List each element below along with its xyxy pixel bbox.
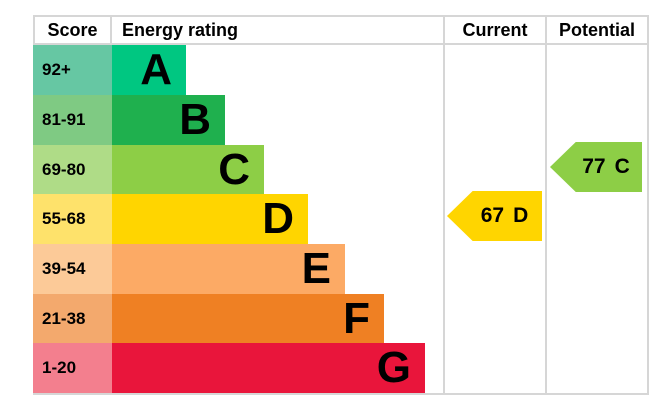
column-divider-current	[443, 45, 445, 393]
table-bottom-border	[33, 393, 649, 395]
header-potential: Potential	[545, 15, 649, 45]
score-range-label: 21-38	[42, 308, 86, 328]
column-divider-potential	[545, 45, 547, 393]
rating-bar-e: E	[112, 244, 345, 294]
potential-score-value: 77	[582, 155, 606, 178]
rating-letter: D	[262, 194, 294, 243]
header-current: Current	[443, 15, 545, 45]
header-energy-rating-label: Energy rating	[122, 19, 239, 40]
rating-bar-f: F	[112, 294, 384, 343]
rating-letter: F	[343, 293, 370, 343]
score-range-cell-d: 55-68	[33, 194, 112, 244]
header-potential-label: Potential	[558, 19, 635, 40]
rating-letter: E	[301, 244, 331, 293]
current-rating-letter: D	[513, 204, 529, 227]
score-range-label: 39-54	[42, 259, 86, 278]
score-range-cell-e: 39-54	[33, 244, 112, 294]
score-range-cell-c: 69-80	[33, 145, 112, 194]
potential-rating-arrow: 77 C	[550, 142, 642, 192]
header-score-label: Score	[47, 19, 98, 40]
rating-letter: B	[179, 95, 211, 144]
rating-bar-c: C	[112, 145, 264, 194]
score-range-cell-f: 21-38	[33, 294, 112, 343]
score-range-label: 55-68	[42, 209, 86, 228]
rating-letter: A	[140, 45, 172, 94]
potential-rating-letter: C	[614, 155, 630, 178]
score-range-label: 1-20	[42, 358, 77, 377]
score-range-cell-a: 92+	[33, 45, 112, 95]
score-range-label: 81-91	[42, 110, 86, 129]
current-rating-arrow: 67 D	[447, 191, 542, 241]
table-right-border	[647, 45, 649, 393]
score-range-cell-g: 1-20	[33, 343, 112, 393]
rating-bar-b: B	[112, 95, 225, 145]
header-score: Score	[33, 15, 110, 45]
score-range-label: 69-80	[42, 159, 86, 179]
rating-letter: G	[376, 343, 411, 392]
rating-bar-a: A	[112, 45, 186, 95]
rating-letter: C	[218, 144, 250, 194]
header-current-label: Current	[462, 19, 528, 40]
score-range-cell-b: 81-91	[33, 95, 112, 145]
header-energy-rating: Energy rating	[110, 15, 443, 45]
current-score-value: 67	[480, 204, 505, 227]
rating-bar-g: G	[112, 343, 425, 393]
rating-bar-d: D	[112, 194, 308, 244]
score-range-label: 92+	[42, 60, 71, 79]
